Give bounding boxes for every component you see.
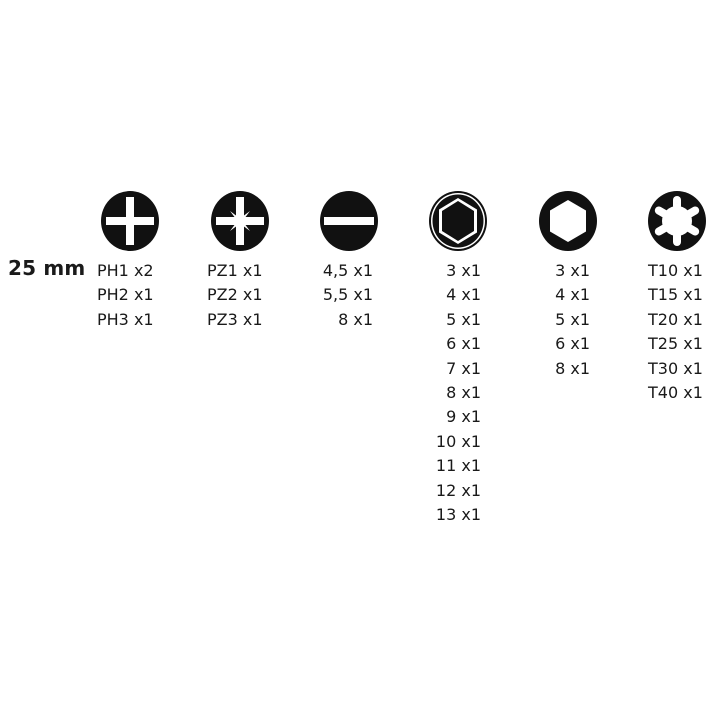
list-item: 13 x1 bbox=[435, 504, 481, 524]
list-item: 9 x1 bbox=[446, 407, 481, 427]
list-item: PZ2 x1 bbox=[207, 285, 263, 305]
list-item: PZ3 x1 bbox=[207, 309, 263, 329]
pozidriv-sizes-list: PZ1 x1 PZ2 x1 PZ3 x1 bbox=[207, 259, 263, 332]
list-item: T30 x1 bbox=[648, 358, 703, 378]
list-item: 10 x1 bbox=[435, 431, 481, 451]
list-item: 6 x1 bbox=[446, 334, 481, 354]
hex-socket-icon bbox=[429, 191, 487, 251]
list-item: 12 x1 bbox=[435, 480, 481, 500]
list-item: 8 x1 bbox=[555, 358, 590, 378]
hex-key-sizes-list: 3 x1 4 x1 5 x1 6 x1 8 x1 bbox=[555, 259, 590, 381]
list-item: T20 x1 bbox=[648, 309, 703, 329]
list-item: 6 x1 bbox=[555, 334, 590, 354]
list-item: PH2 x1 bbox=[97, 285, 154, 305]
torx-icon bbox=[648, 191, 706, 251]
list-item: PH3 x1 bbox=[97, 309, 154, 329]
phillips-sizes-list: PH1 x2 PH2 x1 PH3 x1 bbox=[97, 259, 154, 332]
list-item: 5,5 x1 bbox=[322, 285, 373, 305]
list-item: 7 x1 bbox=[446, 358, 481, 378]
list-item: T40 x1 bbox=[648, 382, 703, 402]
torx-sizes-list: T10 x1 T15 x1 T20 x1 T25 x1 T30 x1 T40 x… bbox=[648, 259, 703, 405]
list-item: 4 x1 bbox=[446, 285, 481, 305]
phillips-icon bbox=[101, 191, 159, 251]
list-item: T15 x1 bbox=[648, 285, 703, 305]
slotted-icon bbox=[320, 191, 378, 251]
list-item: 5 x1 bbox=[446, 309, 481, 329]
slotted-sizes-list: 4,5 x1 5,5 x1 8 x1 bbox=[323, 259, 373, 332]
list-item: 11 x1 bbox=[435, 456, 481, 476]
list-item: 4 x1 bbox=[555, 285, 590, 305]
list-item: PH1 x2 bbox=[97, 261, 154, 280]
bit-length-label: 25 mm bbox=[8, 256, 86, 280]
list-item: 3 x1 bbox=[446, 261, 481, 280]
list-item: T10 x1 bbox=[648, 261, 703, 280]
hex-socket-sizes-list: 3 x1 4 x1 5 x1 6 x1 7 x1 8 x1 9 x1 10 x1… bbox=[436, 259, 481, 527]
list-item: T25 x1 bbox=[648, 334, 703, 354]
list-item: 8 x1 bbox=[446, 382, 481, 402]
list-item: 4,5 x1 bbox=[322, 261, 373, 280]
list-item: PZ1 x1 bbox=[207, 261, 263, 280]
list-item: 3 x1 bbox=[555, 261, 590, 280]
pozidriv-icon bbox=[211, 191, 269, 251]
list-item: 5 x1 bbox=[555, 309, 590, 329]
hex-key-icon bbox=[539, 191, 597, 251]
list-item: 8 x1 bbox=[338, 309, 373, 329]
